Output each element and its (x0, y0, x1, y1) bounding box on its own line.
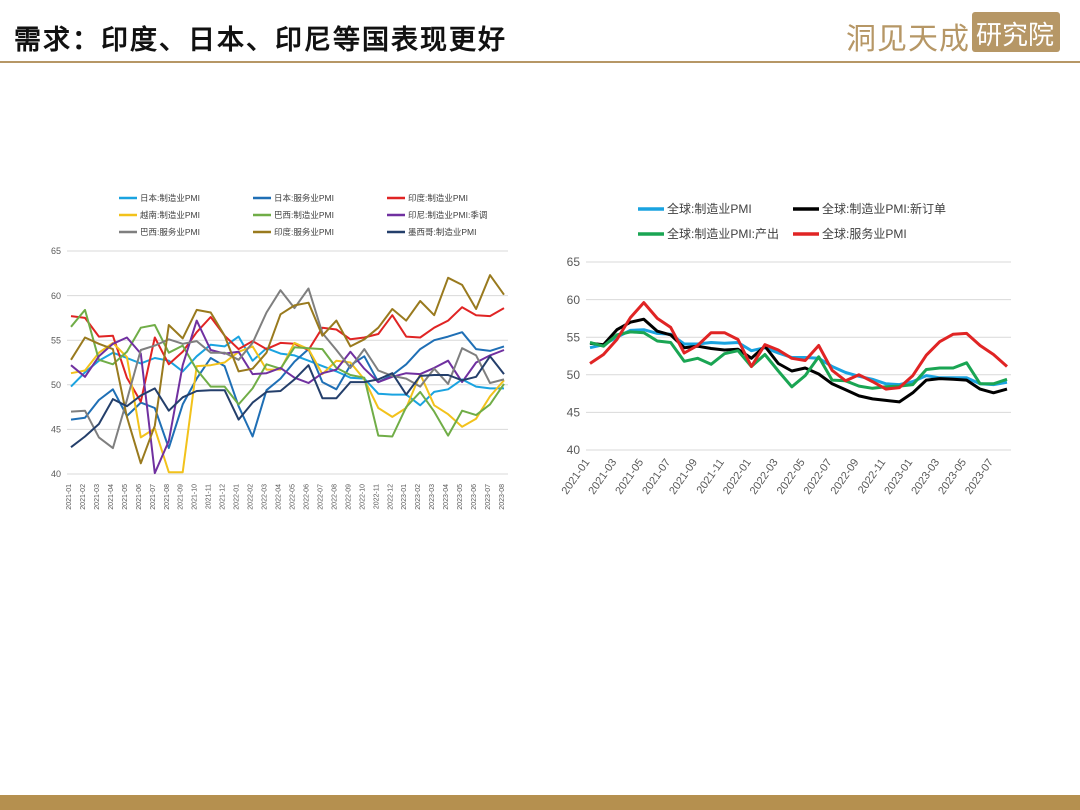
page-title: 需求：印度、日本、印尼等国表现更好 (14, 25, 507, 56)
x-tick-label: 2023-06 (471, 484, 478, 510)
y-tick-label: 50 (51, 380, 61, 390)
x-tick-label: 2021-06 (136, 484, 143, 510)
logo-badge: 研究院 (972, 12, 1060, 52)
chart-global-pmi: 4045505560652021-012021-032021-052021-07… (559, 201, 1011, 497)
legend-label: 巴西:服务业PMI (140, 227, 200, 237)
legend-label: 全球:制造业PMI:新订单 (822, 201, 946, 216)
x-tick-label: 2023-07 (963, 457, 996, 497)
x-tick-label: 2022-07 (317, 484, 324, 510)
x-tick-label: 2022-12 (387, 484, 394, 510)
legend-label: 全球:制造业PMI:产出 (667, 226, 779, 241)
x-tick-label: 2022-03 (262, 484, 269, 510)
x-tick-label: 2021-04 (108, 484, 115, 510)
x-tick-label: 2021-09 (178, 484, 185, 510)
x-tick-label: 2021-01 (66, 484, 73, 510)
legend-label: 墨西哥:制造业PMI (408, 227, 476, 237)
x-tick-label: 2023-04 (443, 484, 450, 510)
legend-label: 印尼:制造业PMI:季调 (408, 210, 487, 220)
chart-country-pmi: 40 45 50 55 60 65 2021-01 2021-02 2021-03 2021-04… (51, 193, 508, 510)
x-tick-label: 2021-02 (80, 484, 87, 510)
y-tick-label: 60 (51, 291, 61, 301)
y-tick-label: 55 (51, 335, 61, 345)
legend-label: 日本:制造业PMI (140, 193, 200, 203)
x-tick-label: 2023-05 (457, 484, 464, 510)
x-tick-label: 2022-11 (373, 484, 380, 509)
x-tick-label: 2022-05 (289, 484, 296, 510)
series-line (70, 355, 505, 448)
x-tick-label: 2022-02 (248, 484, 255, 510)
logo-badge-text: 研究院 (975, 21, 1054, 51)
x-tick-label: 2021-12 (220, 484, 227, 510)
y-tick-label: 40 (567, 443, 581, 457)
y-tick-label: 50 (567, 368, 581, 382)
logo: 洞见天成 研究院 (846, 12, 1060, 57)
x-tick-label: 2021-05 (122, 484, 129, 510)
legend-label: 印度:服务业PMI (274, 227, 334, 237)
legend-label: 越南:制造业PMI (140, 210, 200, 220)
series-line (70, 274, 505, 465)
y-tick-label: 60 (567, 293, 581, 307)
legend-label: 全球:服务业PMI (822, 226, 907, 241)
y-tick-label: 65 (567, 255, 581, 269)
footer-bar (0, 795, 1080, 810)
y-tick-label: 45 (51, 425, 61, 435)
legend-label: 日本:服务业PMI (274, 193, 334, 203)
legend-label: 全球:制造业PMI (667, 201, 752, 216)
series-line (589, 301, 1008, 391)
x-tick-label: 2023-08 (499, 484, 506, 510)
x-tick-label: 2022-09 (345, 484, 352, 510)
x-tick-label: 2023-01 (401, 484, 408, 510)
header-divider (0, 61, 1080, 63)
x-tick-label: 2022-10 (359, 484, 366, 510)
x-tick-label: 2021-11 (206, 484, 213, 509)
series-line (70, 308, 505, 438)
x-tick-label: 2022-01 (234, 484, 241, 510)
x-tick-label: 2021-10 (192, 484, 199, 510)
series-line (70, 306, 505, 403)
x-tick-label: 2023-03 (429, 484, 436, 510)
x-tick-label: 2021-03 (94, 484, 101, 510)
x-tick-label: 2021-07 (150, 484, 157, 510)
series-line (589, 317, 1008, 404)
series-line (70, 319, 505, 475)
x-tick-label: 2023-02 (415, 484, 422, 510)
logo-text: 洞见天成 (846, 22, 970, 57)
x-tick-label: 2023-07 (485, 484, 492, 510)
y-tick-label: 45 (567, 406, 581, 420)
legend-label: 印度:制造业PMI (408, 193, 468, 203)
x-tick-label: 2022-08 (331, 484, 338, 510)
series-line (70, 331, 505, 450)
y-tick-label: 40 (51, 469, 61, 479)
y-tick-label: 55 (567, 330, 581, 344)
x-tick-label: 2022-06 (303, 484, 310, 510)
x-tick-label: 2022-04 (276, 484, 283, 510)
legend-label: 巴西:制造业PMI (274, 210, 334, 220)
series-line (70, 287, 505, 450)
series-line (589, 330, 1008, 390)
y-tick-label: 65 (51, 246, 61, 256)
x-tick-label: 2021-08 (164, 484, 171, 510)
